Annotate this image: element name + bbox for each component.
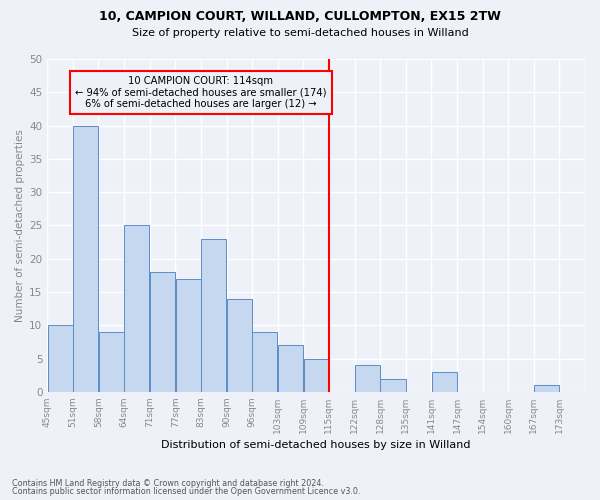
Text: Contains public sector information licensed under the Open Government Licence v3: Contains public sector information licen… [12, 487, 361, 496]
Bar [534, 385, 559, 392]
Bar [201, 238, 226, 392]
Bar [380, 378, 406, 392]
Text: Size of property relative to semi-detached houses in Willand: Size of property relative to semi-detach… [131, 28, 469, 38]
Bar [73, 126, 98, 392]
Bar [253, 332, 277, 392]
Bar [47, 326, 73, 392]
Text: 10, CAMPION COURT, WILLAND, CULLOMPTON, EX15 2TW: 10, CAMPION COURT, WILLAND, CULLOMPTON, … [99, 10, 501, 23]
Bar [278, 345, 303, 392]
X-axis label: Distribution of semi-detached houses by size in Willand: Distribution of semi-detached houses by … [161, 440, 471, 450]
Bar [431, 372, 457, 392]
Bar [355, 365, 380, 392]
Bar [227, 298, 252, 392]
Text: Contains HM Land Registry data © Crown copyright and database right 2024.: Contains HM Land Registry data © Crown c… [12, 478, 324, 488]
Bar [304, 358, 329, 392]
Bar [99, 332, 124, 392]
Bar [124, 226, 149, 392]
Text: 10 CAMPION COURT: 114sqm
← 94% of semi-detached houses are smaller (174)
6% of s: 10 CAMPION COURT: 114sqm ← 94% of semi-d… [75, 76, 326, 109]
Bar [176, 278, 200, 392]
Bar [150, 272, 175, 392]
Y-axis label: Number of semi-detached properties: Number of semi-detached properties [15, 129, 25, 322]
